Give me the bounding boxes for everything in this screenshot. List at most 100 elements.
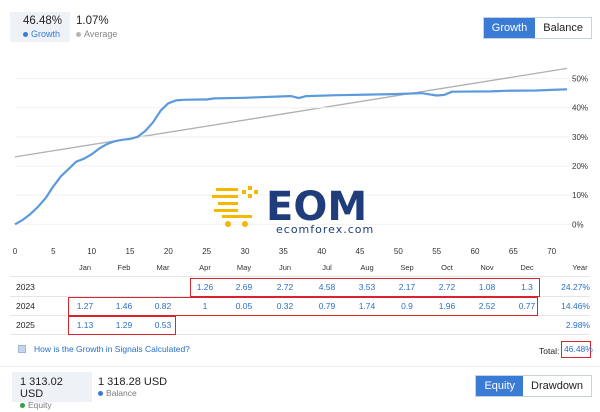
y-tick-label: 0% xyxy=(572,220,584,229)
watermark-text: EOM xyxy=(266,184,367,230)
balance-stat[interactable]: 1 318.28 USD Balance xyxy=(98,376,167,398)
drawdown-tab[interactable]: Drawdown xyxy=(523,376,591,396)
month-cell[interactable]: 2.72 xyxy=(438,282,456,292)
month-cell[interactable]: 1.74 xyxy=(358,301,376,311)
month-cell[interactable]: 0.32 xyxy=(276,301,294,311)
year-label: 2024 xyxy=(16,301,35,311)
total-label: Total: xyxy=(539,346,560,356)
month-cell[interactable]: 2.72 xyxy=(276,282,294,292)
x-tick-label: 55 xyxy=(432,247,441,256)
month-label: Nov xyxy=(480,263,494,272)
balance-value: 1 318.28 USD xyxy=(98,376,168,388)
month-cell[interactable]: 1.46 xyxy=(115,301,133,311)
balance-tab[interactable]: Balance xyxy=(535,18,591,38)
equity-stat[interactable]: 1 313.02 USD Equity xyxy=(12,372,92,410)
growth-tab[interactable]: Growth xyxy=(483,18,536,38)
month-label: May xyxy=(236,263,252,272)
x-tick-label: 70 xyxy=(547,247,556,256)
x-tick-label: 20 xyxy=(164,247,173,256)
month-cell[interactable]: 1.13 xyxy=(76,320,94,330)
growth-value: 46.48% xyxy=(23,15,63,27)
total-value: 46.48% xyxy=(564,344,593,354)
chart-type-toggle: Growth Balance xyxy=(482,17,592,39)
x-tick-label: 60 xyxy=(471,247,480,256)
month-cell[interactable]: 1.29 xyxy=(115,320,133,330)
month-cell[interactable]: 1.26 xyxy=(196,282,214,292)
month-cell[interactable]: 0.9 xyxy=(401,301,413,311)
y-tick-label: 10% xyxy=(572,191,588,200)
balance-label: Balance xyxy=(106,388,137,398)
month-label: Feb xyxy=(117,263,131,272)
month-label: Mar xyxy=(156,263,170,272)
x-tick-label: 10 xyxy=(87,247,96,256)
equity-tab[interactable]: Equity xyxy=(476,376,524,396)
balance-dot-icon xyxy=(98,390,103,396)
month-label: Apr xyxy=(199,263,211,272)
month-cell[interactable]: 2.52 xyxy=(478,301,496,311)
growth-legend: Growth xyxy=(23,29,62,39)
month-cell[interactable]: 0.79 xyxy=(318,301,336,311)
average-dot-icon xyxy=(76,31,81,37)
row-divider xyxy=(10,276,590,277)
help-icon xyxy=(18,345,26,353)
month-cell[interactable]: 1.96 xyxy=(438,301,456,311)
year-row: 2024 1.27 1.46 0.82 1 0.05 0.32 0.79 1.74 0.9 1.96… xyxy=(0,296,600,318)
average-label: Average xyxy=(84,29,118,39)
growth-chart: 50% 40% 30% 20% 10% 0% 0 5 10 15 20 25 30 35 40 45 50 55 6… xyxy=(13,67,588,256)
row-divider xyxy=(10,334,590,335)
equity-dot-icon xyxy=(20,402,25,408)
x-tick-label: 30 xyxy=(241,247,250,256)
y-tick-label: 20% xyxy=(572,162,588,171)
month-cell[interactable]: 2.17 xyxy=(398,282,416,292)
equity-legend: Equity xyxy=(20,400,84,410)
average-trend-line xyxy=(14,67,568,158)
month-cell[interactable]: 3.53 xyxy=(358,282,376,292)
month-cell[interactable]: 1.27 xyxy=(76,301,94,311)
x-tick-label: 0 xyxy=(13,247,18,256)
watermark-logo: EOM ecomforex.com xyxy=(200,178,400,241)
x-tick-label: 50 xyxy=(394,247,403,256)
month-cell[interactable]: 0.77 xyxy=(518,301,536,311)
month-label: Jul xyxy=(322,263,332,272)
month-cell[interactable]: 1.08 xyxy=(478,282,496,292)
month-cell[interactable]: 0.82 xyxy=(154,301,172,311)
growth-help-link[interactable]: How is the Growth in Signals Calculated? xyxy=(18,344,190,354)
x-tick-label: 45 xyxy=(356,247,365,256)
y-tick-label: 40% xyxy=(572,104,588,113)
footer-divider xyxy=(0,366,600,412)
y-tick-label: 30% xyxy=(572,133,588,142)
y-tick-label: 50% xyxy=(572,75,588,84)
help-text: How is the Growth in Signals Calculated? xyxy=(34,344,190,354)
ecomforex-logo-icon: EOM xyxy=(212,184,367,230)
growth-label: Growth xyxy=(31,29,61,39)
average-value: 1.07% xyxy=(76,15,109,27)
year-total: 2.98% xyxy=(565,320,590,330)
year-label: 2023 xyxy=(16,282,35,292)
month-label: Sep xyxy=(400,263,414,272)
month-cell[interactable]: 0.05 xyxy=(235,301,253,311)
highlight-2023 xyxy=(190,278,540,297)
equity-drawdown-toggle: Equity Drawdown xyxy=(475,375,592,397)
year-total: 14.46% xyxy=(561,301,590,311)
month-cell[interactable]: 1 xyxy=(202,301,208,311)
highlight-2025 xyxy=(68,316,176,335)
x-tick-label: 65 xyxy=(509,247,518,256)
growth-stat[interactable]: 46.48% Growth xyxy=(10,12,71,42)
highlight-total xyxy=(561,341,591,358)
month-cell[interactable]: 4.58 xyxy=(318,282,336,292)
x-tick-label: 5 xyxy=(51,247,56,256)
month-label: Dec xyxy=(520,263,534,272)
average-stat[interactable]: 1.07% Average xyxy=(76,15,117,39)
year-row: 2025 1.13 1.29 0.53 2.98% xyxy=(0,315,600,337)
growth-line xyxy=(14,88,568,226)
year-label: 2025 xyxy=(16,320,35,330)
average-legend: Average xyxy=(76,29,117,39)
x-tick-label: 25 xyxy=(202,247,211,256)
month-cell[interactable]: 2.69 xyxy=(235,282,253,292)
month-label: Oct xyxy=(441,263,453,272)
month-cell[interactable]: 1.3 xyxy=(521,282,533,292)
month-label: Aug xyxy=(360,263,374,272)
growth-dot-icon xyxy=(23,31,28,37)
month-cell[interactable]: 0.53 xyxy=(154,320,172,330)
equity-label: Equity xyxy=(28,400,52,410)
